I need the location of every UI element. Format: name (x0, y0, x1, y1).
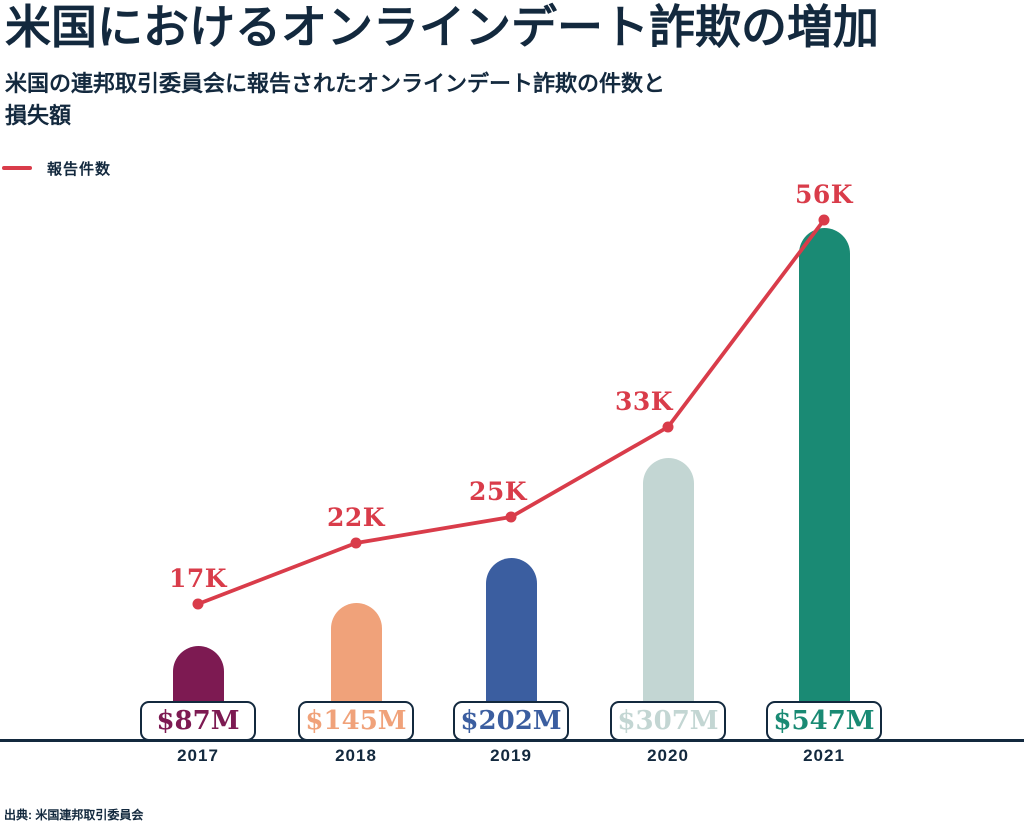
data-point-2018 (350, 537, 362, 549)
x-tick-2019: 2019 (490, 746, 532, 765)
value-box-2017: $87M (140, 701, 256, 741)
bar-2020 (642, 458, 694, 740)
page-subtitle: 米国の連邦取引委員会に報告されたオンラインデート詐欺の件数と 損失額 (5, 71, 666, 128)
x-tick-2018: 2018 (335, 746, 377, 765)
line-label-2019: 25K (468, 477, 528, 506)
data-point-2017 (192, 598, 204, 610)
page-title: 米国におけるオンラインデート詐欺の増加 (5, 0, 879, 54)
line-label-2021: 56K (794, 180, 854, 209)
line-path (196, 218, 826, 606)
data-point-2021 (818, 214, 830, 226)
bar-2021 (798, 228, 850, 740)
legend-line-swatch (2, 166, 32, 170)
legend-label: 報告件数 (47, 160, 112, 178)
x-tick-2017: 2017 (177, 746, 219, 765)
x-tick-2020: 2020 (647, 746, 689, 765)
line-label-2017: 17K (168, 564, 228, 593)
x-tick-2021: 2021 (803, 746, 845, 765)
legend: 報告件数 (2, 156, 111, 180)
value-box-2021: $547M (766, 701, 882, 741)
value-box-2019: $202M (453, 701, 569, 741)
line-label-2018: 22K (326, 503, 386, 532)
source-note: 出典: 米国連邦取引委員会 (4, 808, 144, 822)
value-box-2020: $307M (610, 701, 726, 741)
value-box-2018: $145M (298, 701, 414, 741)
data-point-2020 (662, 421, 674, 433)
data-point-2019 (505, 511, 517, 523)
line-label-2020: 33K (614, 387, 674, 416)
